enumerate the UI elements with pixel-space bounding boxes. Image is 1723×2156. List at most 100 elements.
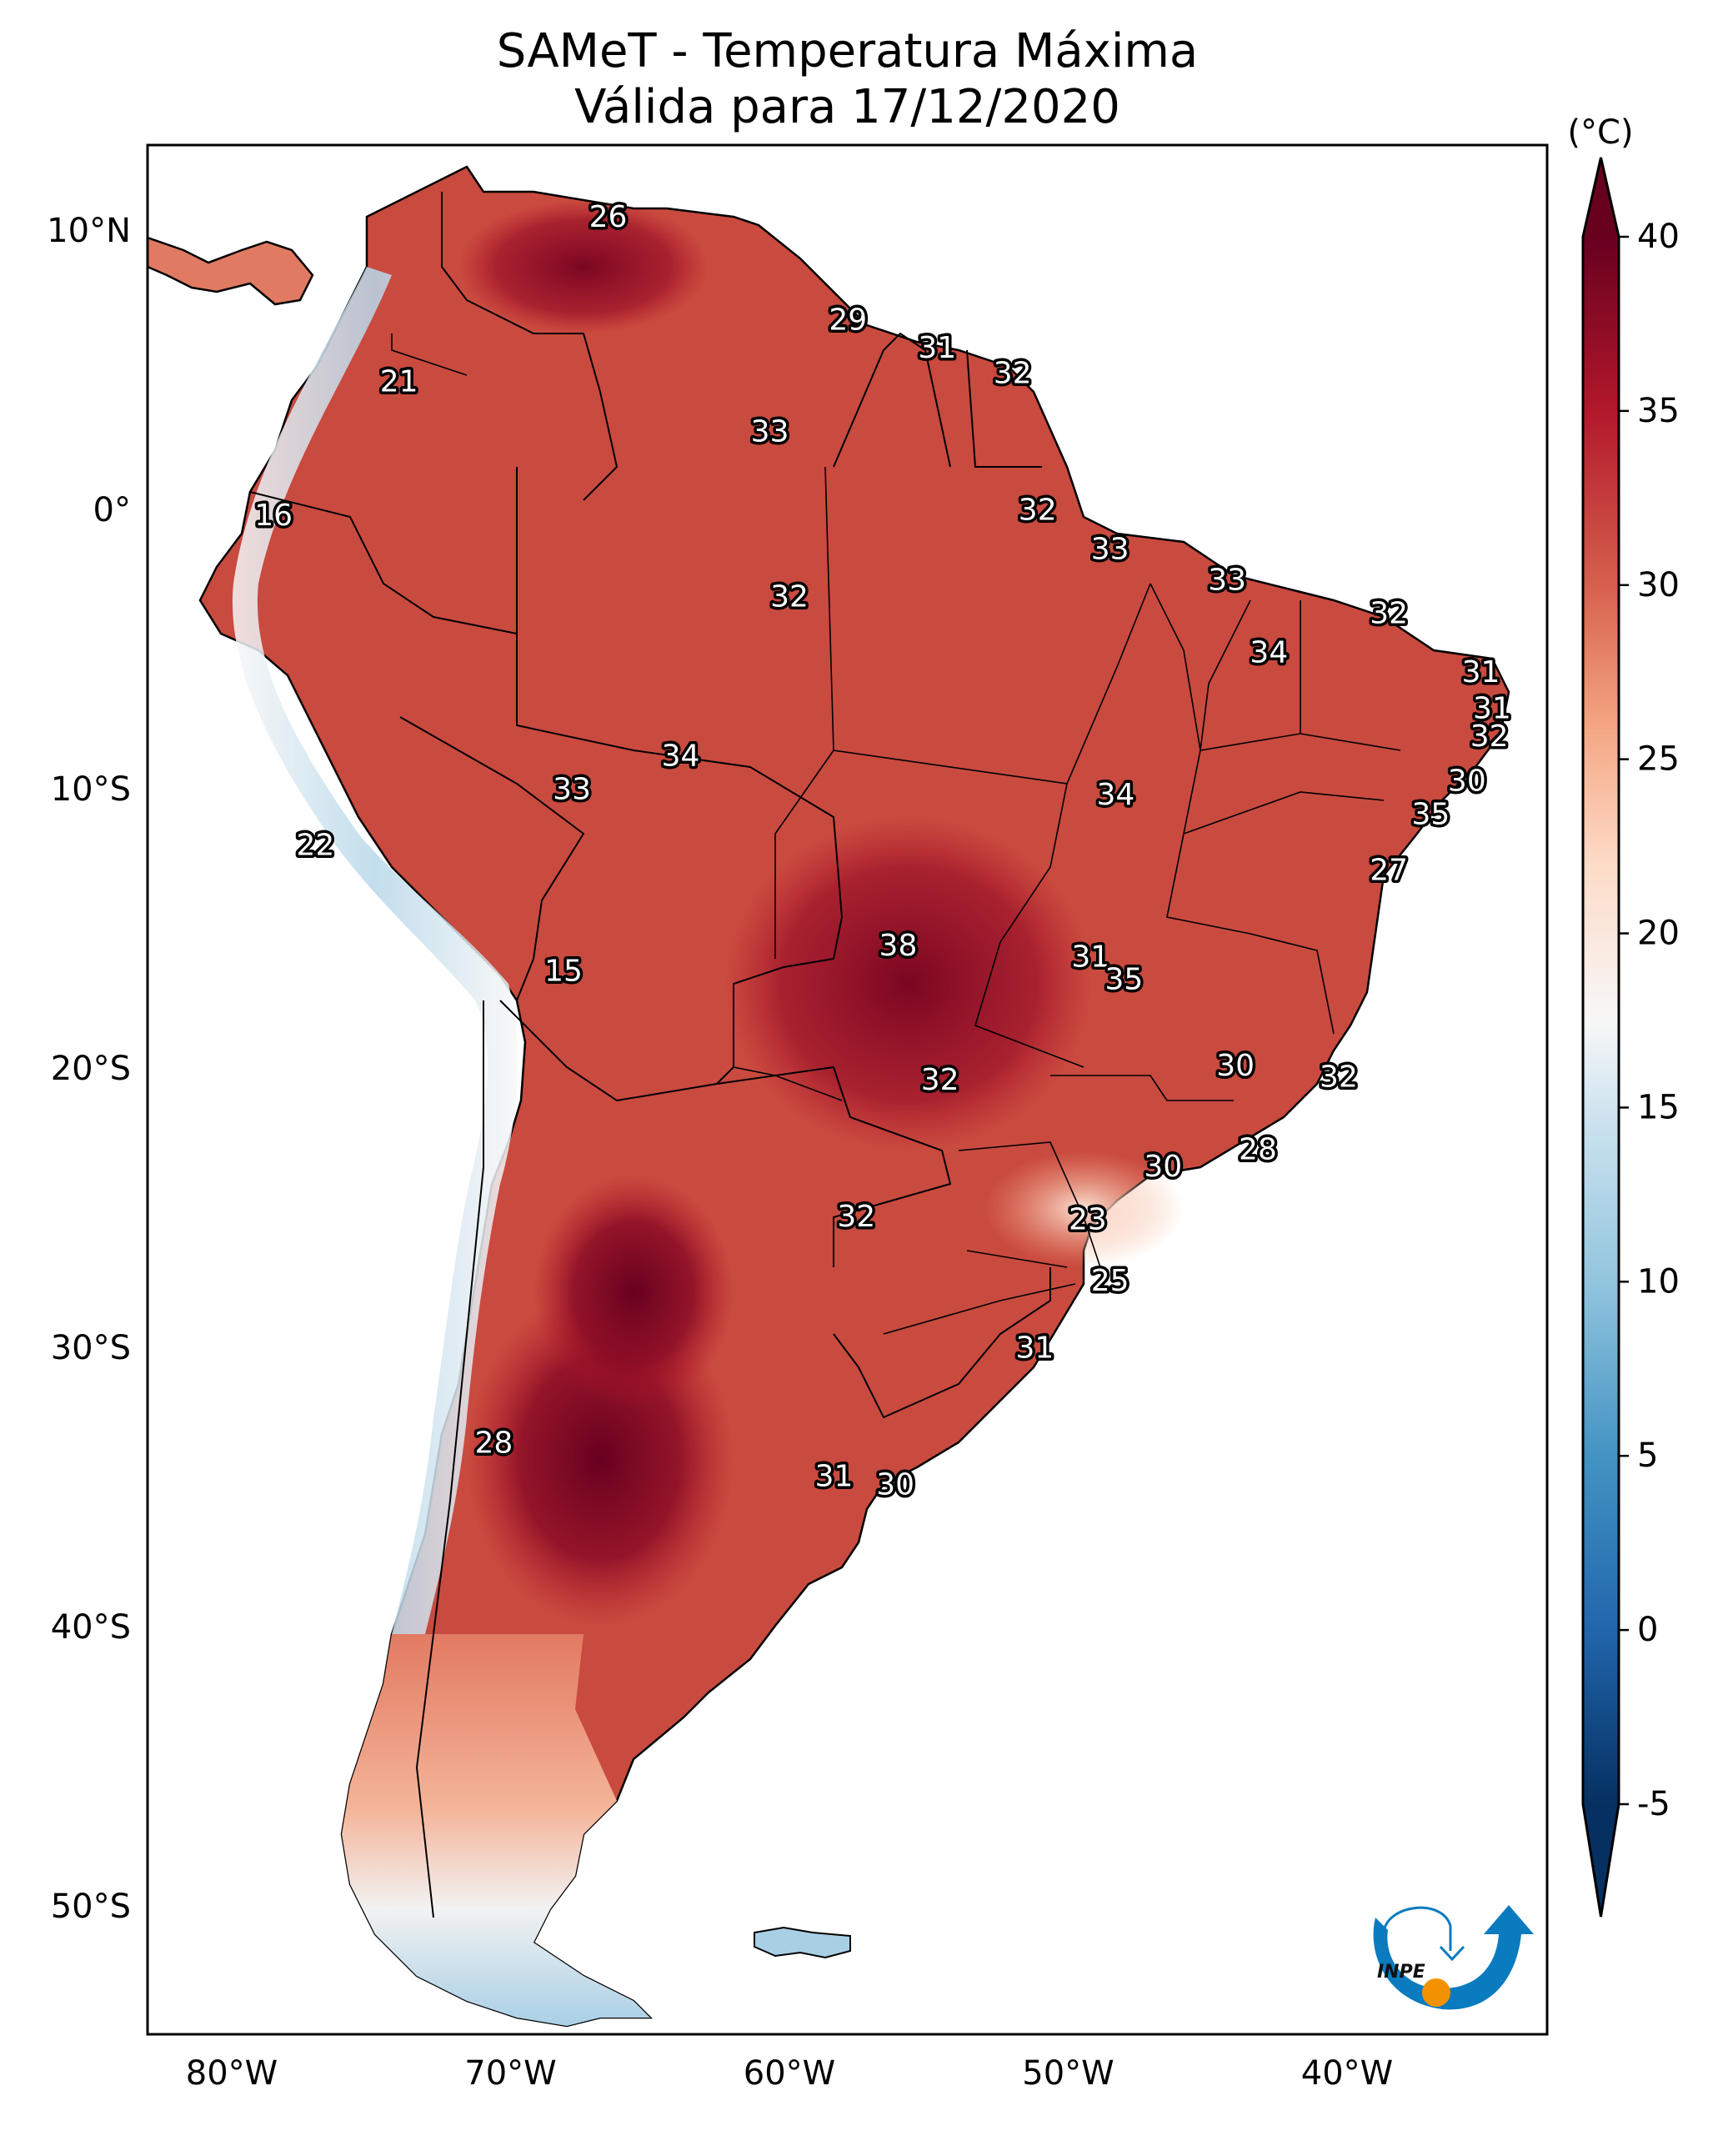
- map-title: SAMeT - Temperatura Máxima: [496, 24, 1199, 78]
- latitude-axis: 10°N 0° 10°S 20°S 30°S 40°S 50°S: [47, 212, 131, 1926]
- colorbar-tick-label: -5: [1637, 1785, 1670, 1823]
- y-tick-label: 40°S: [51, 1608, 131, 1647]
- colorbar-extend-min: [1583, 1804, 1619, 1917]
- station-temperature-label: 26: [589, 200, 628, 234]
- station-temperature-label: 34: [1096, 778, 1134, 812]
- heat-core-venezuela: [458, 200, 709, 333]
- station-temperature-label: 34: [662, 739, 700, 773]
- plot-frame: [146, 143, 1549, 2036]
- station-temperature-label: 32: [921, 1063, 959, 1097]
- colorbar-tick-label: 25: [1637, 740, 1680, 779]
- colorbar-extend-max: [1583, 158, 1619, 237]
- y-tick-label: 10°S: [51, 770, 131, 809]
- station-temperature-label: 38: [879, 929, 918, 963]
- border-uruguay: [833, 1267, 1051, 1419]
- station-temperature-label: 21: [380, 364, 418, 399]
- colorbar-tick-label: 40: [1637, 218, 1680, 256]
- station-temperature-label: 16: [254, 499, 293, 533]
- country-borders: [249, 192, 1051, 1918]
- colorbar-tick-label: 0: [1637, 1611, 1658, 1649]
- station-temperature-label: 31: [918, 331, 956, 365]
- inpe-sun-icon: [1422, 1978, 1450, 2007]
- border-paraguay: [716, 1065, 952, 1267]
- border-argentina-bolivia: [499, 1000, 718, 1102]
- station-temperature-label: 30: [876, 1468, 914, 1502]
- station-temperature-label: 22: [296, 829, 334, 863]
- border-guianas: [833, 332, 951, 468]
- andes-cold-ridge: [232, 267, 518, 1634]
- cool-zone-parana: [984, 1151, 1184, 1267]
- central-america-landmass: [148, 236, 314, 306]
- colorbar-tick-label: 15: [1637, 1088, 1680, 1126]
- station-temperature-label: 30: [1216, 1049, 1255, 1083]
- station-labels: 2629313221333216333332323431313230352734…: [252, 197, 1515, 1505]
- y-tick-label: 0°: [93, 491, 131, 529]
- station-temperature-label: 33: [751, 415, 789, 449]
- state-borders: [391, 333, 1401, 1335]
- colorbar-tick-label: 5: [1637, 1436, 1658, 1475]
- station-temperature-label: 33: [1091, 532, 1129, 566]
- falkland-islands: [754, 1926, 851, 1959]
- station-temperature-label: 23: [1069, 1202, 1107, 1236]
- border-peru-brazil: [516, 467, 634, 751]
- station-temperature-label: 25: [1091, 1264, 1129, 1298]
- colorbar-body: [1583, 237, 1619, 1804]
- station-temperature-label: 31: [815, 1460, 854, 1494]
- x-tick-label: 40°W: [1301, 2054, 1393, 2093]
- y-tick-label: 20°S: [51, 1050, 131, 1088]
- station-temperature-label: 32: [770, 579, 809, 614]
- colorbar-tick-label: 20: [1637, 915, 1680, 953]
- heat-core-cordoba: [533, 1176, 734, 1409]
- colorbar-tick-label: 35: [1637, 392, 1680, 430]
- y-tick-label: 50°S: [51, 1888, 131, 1926]
- border-chile-argentina: [415, 1000, 484, 1918]
- x-tick-label: 60°W: [744, 2054, 835, 2093]
- border-colombia-venezuela: [441, 192, 619, 501]
- colorbar: (°C) 40 35 30 25 20 15 10 5 0 -5: [1567, 113, 1680, 1918]
- map-subtitle-date: Válida para 17/12/2020: [574, 80, 1120, 134]
- station-temperature-label: 29: [829, 303, 867, 338]
- station-temperature-label: 32: [1320, 1060, 1358, 1095]
- station-temperature-label: 31: [1473, 691, 1511, 725]
- colorbar-unit-label: (°C): [1567, 113, 1633, 152]
- heat-core-mato-grosso: [725, 817, 1092, 1151]
- inpe-arrow-icon: [1373, 1905, 1534, 2010]
- station-temperature-label: 35: [1104, 962, 1143, 996]
- station-temperature-label: 32: [1019, 494, 1057, 528]
- inpe-logo-text: INPE: [1377, 1962, 1425, 1983]
- y-tick-label: 10°N: [47, 212, 131, 250]
- station-temperature-label: 33: [553, 773, 591, 807]
- station-temperature-label: 30: [1144, 1150, 1182, 1184]
- x-tick-label: 50°W: [1022, 2054, 1114, 2093]
- y-tick-label: 30°S: [51, 1329, 131, 1367]
- inpe-logo: INPE: [1373, 1905, 1534, 2010]
- border-bolivia-brazil: [633, 750, 844, 1085]
- station-temperature-label: 31: [1071, 940, 1109, 975]
- station-temperature-label: 32: [1470, 720, 1509, 754]
- station-temperature-label: 27: [1370, 854, 1408, 888]
- station-temperature-label: 31: [1462, 655, 1500, 689]
- station-temperature-label: 15: [544, 954, 583, 988]
- temperature-field: [232, 200, 1184, 2026]
- patagonia-field: [342, 1634, 650, 2026]
- station-temperature-label: 32: [837, 1200, 875, 1234]
- station-temperature-label: 30: [1448, 764, 1486, 798]
- colorbar-tick-label: 30: [1637, 566, 1680, 604]
- station-temperature-label: 34: [1250, 635, 1288, 669]
- station-temperature-label: 28: [475, 1426, 513, 1460]
- border-ecuador-peru: [249, 491, 518, 634]
- station-temperature-label: 32: [1370, 596, 1408, 630]
- border-suriname: [966, 349, 1042, 468]
- longitude-axis: 80°W 70°W 60°W 50°W 40°W: [186, 2054, 1393, 2093]
- station-temperature-label: 35: [1411, 798, 1450, 832]
- x-tick-label: 80°W: [186, 2054, 278, 2093]
- colorbar-tick-label: 10: [1637, 1262, 1680, 1301]
- station-temperature-label: 28: [1239, 1133, 1277, 1167]
- x-tick-label: 70°W: [464, 2054, 556, 2093]
- map-area: 2629313221333216333332323431313230352734…: [148, 145, 1547, 2034]
- station-temperature-label: 33: [1208, 563, 1246, 597]
- station-temperature-label: 31: [1015, 1331, 1054, 1366]
- station-temperature-label: 32: [994, 356, 1032, 390]
- border-peru-bolivia: [399, 716, 585, 1001]
